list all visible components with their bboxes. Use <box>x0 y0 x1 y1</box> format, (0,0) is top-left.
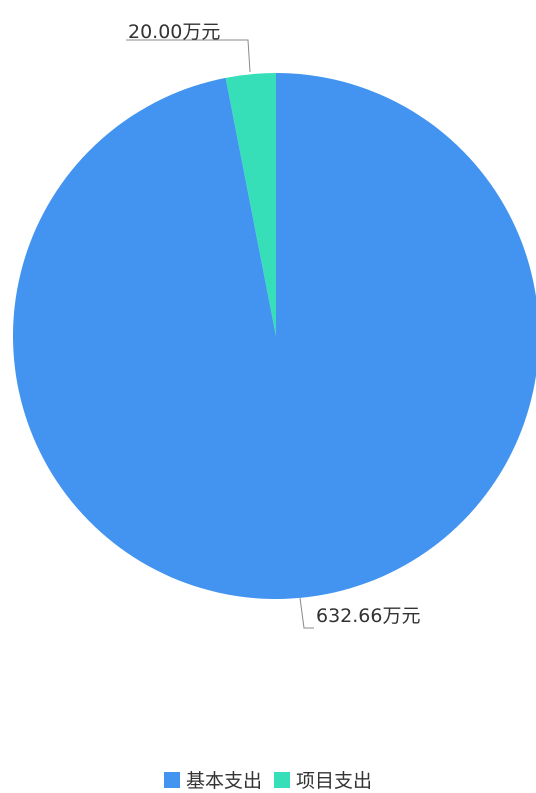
slice-label-basic: 632.66万元 <box>316 605 420 627</box>
legend: 基本支出 项目支出 <box>0 766 536 793</box>
legend-item-project[interactable]: 项目支出 <box>274 766 372 793</box>
legend-label-basic: 基本支出 <box>185 770 262 792</box>
slice-label-project: 20.00万元 <box>128 21 220 43</box>
pie-slices <box>12 73 536 599</box>
leader-line-project <box>126 39 251 73</box>
legend-swatch-basic <box>163 771 180 788</box>
legend-swatch-project <box>274 771 290 788</box>
legend-item-basic[interactable]: 基本支出 <box>163 766 262 793</box>
leader-line-basic <box>299 597 314 629</box>
pie-slice-basic[interactable] <box>12 73 536 599</box>
label-leader-lines <box>126 39 314 629</box>
legend-label-project: 项目支出 <box>296 770 373 792</box>
pie-slice-project[interactable] <box>225 73 276 336</box>
